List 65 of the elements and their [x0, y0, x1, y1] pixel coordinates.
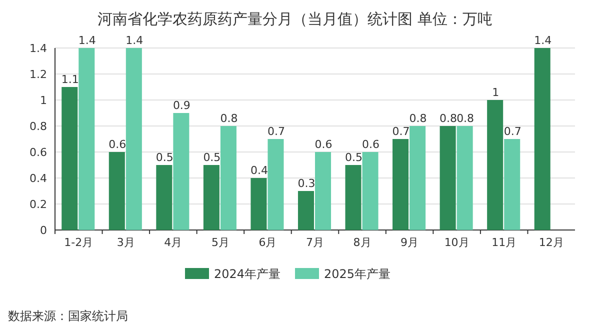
- data-label: 0.9: [172, 99, 190, 112]
- chart-title: 河南省化学农药原药产量分月（当月值）统计图 单位：万吨: [98, 10, 492, 28]
- bar: [298, 191, 314, 230]
- data-label: 0.8: [456, 112, 474, 125]
- bar: [456, 126, 473, 230]
- x-tick-label: 6月: [258, 236, 277, 249]
- data-label: 0.4: [250, 164, 268, 177]
- bar: [156, 165, 172, 230]
- x-tick-label: 7月: [306, 236, 324, 249]
- bar: [345, 165, 362, 230]
- bar: [126, 48, 142, 230]
- bar: [268, 139, 284, 230]
- bar: [250, 178, 267, 230]
- bar: [487, 100, 504, 230]
- bar: [315, 152, 332, 230]
- y-tick-label: 1.2: [30, 68, 47, 81]
- y-tick-label: 0: [40, 224, 47, 237]
- bar: [392, 139, 409, 230]
- data-label: 1.4: [78, 34, 96, 47]
- legend-label: 2024年产量: [214, 267, 281, 281]
- bar: [220, 126, 236, 230]
- data-label: 0.6: [362, 138, 380, 151]
- x-tick-label: 3月: [116, 236, 135, 249]
- data-label: 0.6: [314, 138, 332, 151]
- data-label: 0.7: [504, 125, 522, 138]
- y-tick-label: 0.6: [30, 146, 47, 159]
- data-label: 1.1: [61, 73, 79, 86]
- bar: [203, 165, 220, 230]
- data-label: 0.3: [298, 177, 316, 190]
- y-tick-label: 0.2: [30, 198, 47, 211]
- data-label: 1: [492, 86, 500, 99]
- data-label: 0.6: [108, 138, 126, 151]
- data-label: 0.7: [267, 125, 285, 138]
- data-label: 0.7: [392, 125, 410, 138]
- bar: [534, 48, 550, 230]
- data-label: 0.8: [220, 112, 238, 125]
- x-tick-label: 10月: [444, 236, 470, 249]
- y-tick-label: 1: [40, 94, 47, 107]
- y-tick-label: 0.4: [30, 172, 47, 185]
- y-tick-label: 0.8: [30, 120, 47, 133]
- data-label: 0.5: [203, 151, 221, 164]
- data-label: 1.4: [126, 34, 144, 47]
- bar: [108, 152, 125, 230]
- data-label: 0.8: [440, 112, 458, 125]
- data-label: 1.4: [534, 34, 552, 47]
- y-tick-label: 1.4: [30, 42, 47, 55]
- x-tick-label: 8月: [353, 236, 372, 249]
- bar: [440, 126, 456, 230]
- x-tick-label: 1-2月: [64, 236, 94, 249]
- bar: [410, 126, 426, 230]
- x-tick-label: 11月: [492, 236, 517, 249]
- data-label: 0.8: [409, 112, 427, 125]
- bar: [504, 139, 520, 230]
- data-label: 0.5: [156, 151, 174, 164]
- x-tick-label: 9月: [400, 236, 419, 249]
- x-tick-label: 4月: [164, 236, 182, 249]
- bar: [362, 152, 378, 230]
- source-note: 数据来源：国家统计局: [8, 309, 128, 323]
- x-tick-label: 12月: [538, 236, 564, 249]
- x-tick-label: 5月: [211, 236, 230, 249]
- bar: [78, 48, 95, 230]
- bar: [62, 87, 78, 230]
- data-label: 0.5: [345, 151, 363, 164]
- bar: [173, 113, 190, 230]
- legend-label: 2025年产量: [324, 267, 391, 281]
